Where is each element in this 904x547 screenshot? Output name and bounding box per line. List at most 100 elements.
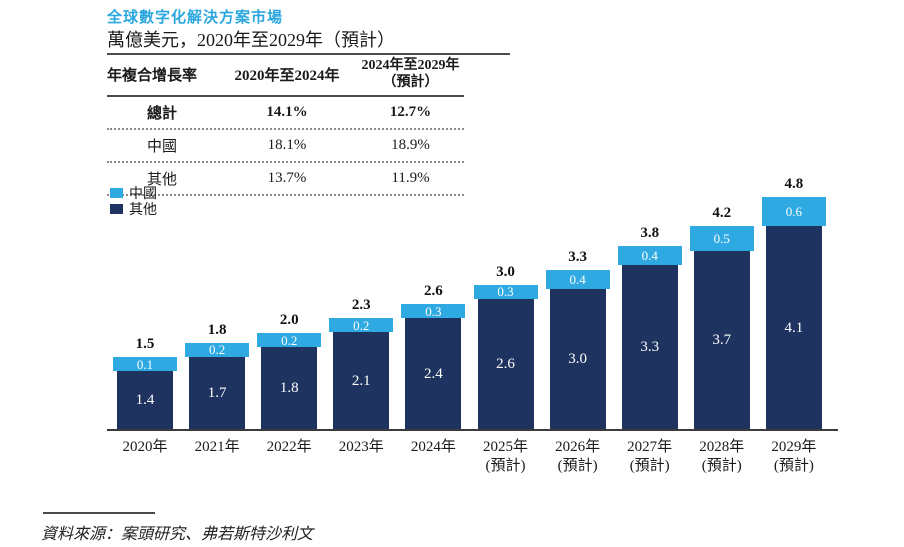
- bar-total-label: 1.5: [135, 336, 155, 353]
- x-label-forecast-note: (預計): [629, 457, 670, 474]
- x-label-year: 2027年: [627, 439, 673, 455]
- x-label-year: 2028年: [699, 439, 745, 455]
- x-label-forecast-note: (預計): [485, 457, 526, 474]
- bar-total-label: 3.0: [496, 263, 515, 280]
- cagr-table: 年複合增長率 2020年至2024年 2024年至2029年 （預計） 總計 14…: [107, 56, 464, 196]
- legend-item-other: 其他: [110, 201, 157, 218]
- bar-total-label: 3.8: [640, 224, 660, 241]
- page-title: 全球數字化解決方案市場: [107, 9, 284, 26]
- bar-group-2027年: 3.8 0.4 3.3: [617, 225, 682, 430]
- source-rule: [43, 512, 155, 514]
- other-segment: 3.3: [621, 265, 678, 430]
- x-label-year: 2029年: [771, 439, 817, 455]
- x-axis-label-2026年: 2026年 (預計): [533, 438, 623, 476]
- cagr-2020-2024: 13.7%: [267, 169, 307, 186]
- bar-total-label: 2.0: [279, 312, 299, 328]
- china-segment: 0.3: [473, 284, 538, 300]
- x-label-year: 2023年: [338, 439, 384, 455]
- other-segment: 1.7: [189, 356, 246, 430]
- cagr-header-2024-2029-line1: 2024年至2029年: [361, 58, 460, 73]
- cagr-row-總計: 總計 14.1% 12.7%: [107, 97, 464, 130]
- other-segment: 4.1: [765, 226, 822, 430]
- china-segment: 0.3: [401, 303, 466, 319]
- bar-group-2026年: 3.3 0.4 3.0: [545, 249, 610, 430]
- cagr-2024-2029: 11.9%: [391, 169, 430, 186]
- bar-group-2022年: 2.0 0.2 1.8: [257, 312, 322, 430]
- bar-group-2029年: 4.8 0.6 4.1: [761, 176, 826, 430]
- other-segment: 2.1: [333, 332, 390, 430]
- other-segment: 2.4: [405, 318, 462, 430]
- cagr-2020-2024: 14.1%: [266, 103, 308, 120]
- x-label-year: 2020年: [122, 439, 168, 455]
- bar-total-label: 2.3: [351, 297, 371, 314]
- row-label: 其他: [146, 171, 177, 188]
- x-axis-label-2027年: 2027年 (預計): [605, 438, 695, 476]
- china-segment: 0.1: [113, 357, 177, 372]
- cagr-header-2024-2029-line2: （預計）: [382, 74, 439, 90]
- china-legend-swatch: [110, 187, 123, 198]
- other-legend-label: 其他: [129, 202, 157, 218]
- x-label-year: 2024年: [410, 439, 456, 455]
- x-label-year: 2021年: [194, 439, 240, 455]
- x-label-forecast-note: (預計): [701, 457, 742, 474]
- bar-group-2023年: 2.3 0.2 2.1: [329, 297, 394, 430]
- cagr-2024-2029: 18.9%: [391, 136, 430, 153]
- x-axis-label-2024年: 2024年: [388, 438, 478, 457]
- bar-group-2024年: 2.6 0.3 2.4: [401, 283, 466, 430]
- cagr-header-2024-2029: 2024年至2029年 （預計）: [357, 58, 464, 92]
- cagr-header-2020-2024: 2020年至2024年: [234, 68, 340, 85]
- china-segment: 0.2: [257, 333, 322, 347]
- x-axis-label-2029年: 2029年 (預計): [749, 438, 839, 476]
- other-segment: 3.0: [549, 289, 606, 430]
- cagr-row-其他: 其他 13.7% 11.9%: [107, 163, 464, 196]
- source-note: 資料來源：案頭研究、弗若斯特沙利文: [41, 526, 314, 543]
- bar-group-2020年: 1.5 0.1 1.4: [113, 336, 177, 430]
- china-segment: 0.5: [689, 226, 754, 251]
- x-axis-label-2023年: 2023年: [316, 438, 406, 457]
- x-axis-label-2022年: 2022年: [244, 438, 334, 457]
- x-axis-label-2021年: 2021年: [172, 438, 262, 457]
- other-legend-swatch: [110, 203, 123, 214]
- china-segment: 0.4: [545, 269, 610, 290]
- bar-total-label: 4.8: [784, 176, 804, 193]
- cagr-table-header: 年複合增長率 2020年至2024年 2024年至2029年 （預計）: [107, 56, 464, 97]
- china-segment: 0.2: [185, 342, 250, 357]
- cagr-2024-2029: 12.7%: [389, 103, 432, 120]
- x-label-forecast-note: (預計): [557, 457, 598, 474]
- other-segment: 1.8: [261, 347, 318, 430]
- x-label-year: 2022年: [266, 439, 312, 455]
- bar-group-2025年: 3.0 0.3 2.6: [473, 264, 538, 431]
- bar-group-2021年: 1.8 0.2 1.7: [185, 322, 250, 430]
- row-label: 中國: [146, 138, 177, 155]
- bar-total-label: 2.6: [424, 282, 443, 299]
- chart-legend: 中國 其他: [110, 185, 157, 218]
- x-label-year: 2025年: [482, 439, 528, 455]
- cagr-table-body: 總計 14.1% 12.7% 中國 18.1% 18.9% 其他 13.7% 11.9%: [107, 97, 464, 196]
- row-label: 總計: [146, 105, 177, 122]
- bar-group-2028年: 4.2 0.5 3.7: [689, 205, 754, 430]
- legend-item-china: 中國: [110, 185, 157, 202]
- chart-subtitle: 萬億美元，2020年至2029年（預計）: [107, 30, 395, 50]
- bar-total-label: 3.3: [568, 248, 587, 265]
- x-axis-label-2020年: 2020年: [100, 438, 190, 457]
- x-label-year: 2026年: [555, 439, 601, 455]
- x-axis-label-2025年: 2025年 (預計): [461, 438, 551, 476]
- cagr-row-中國: 中國 18.1% 18.9%: [107, 130, 464, 163]
- bar-total-label: 1.8: [207, 321, 227, 338]
- china-legend-label: 中國: [129, 186, 157, 202]
- subtitle-rule: [107, 53, 510, 55]
- china-segment: 0.4: [617, 245, 682, 266]
- other-segment: 3.7: [693, 250, 750, 430]
- cagr-header-metric: 年複合增長率: [107, 68, 198, 85]
- china-segment: 0.2: [329, 318, 394, 333]
- cagr-2020-2024: 18.1%: [267, 136, 307, 153]
- china-segment: 0.6: [761, 197, 826, 227]
- other-segment: 2.6: [477, 299, 534, 430]
- x-axis-label-2028年: 2028年 (預計): [677, 438, 767, 476]
- x-label-forecast-note: (預計): [773, 457, 814, 474]
- x-axis-line: [107, 429, 838, 431]
- other-segment: 1.4: [117, 371, 173, 430]
- bar-total-label: 4.2: [712, 205, 732, 222]
